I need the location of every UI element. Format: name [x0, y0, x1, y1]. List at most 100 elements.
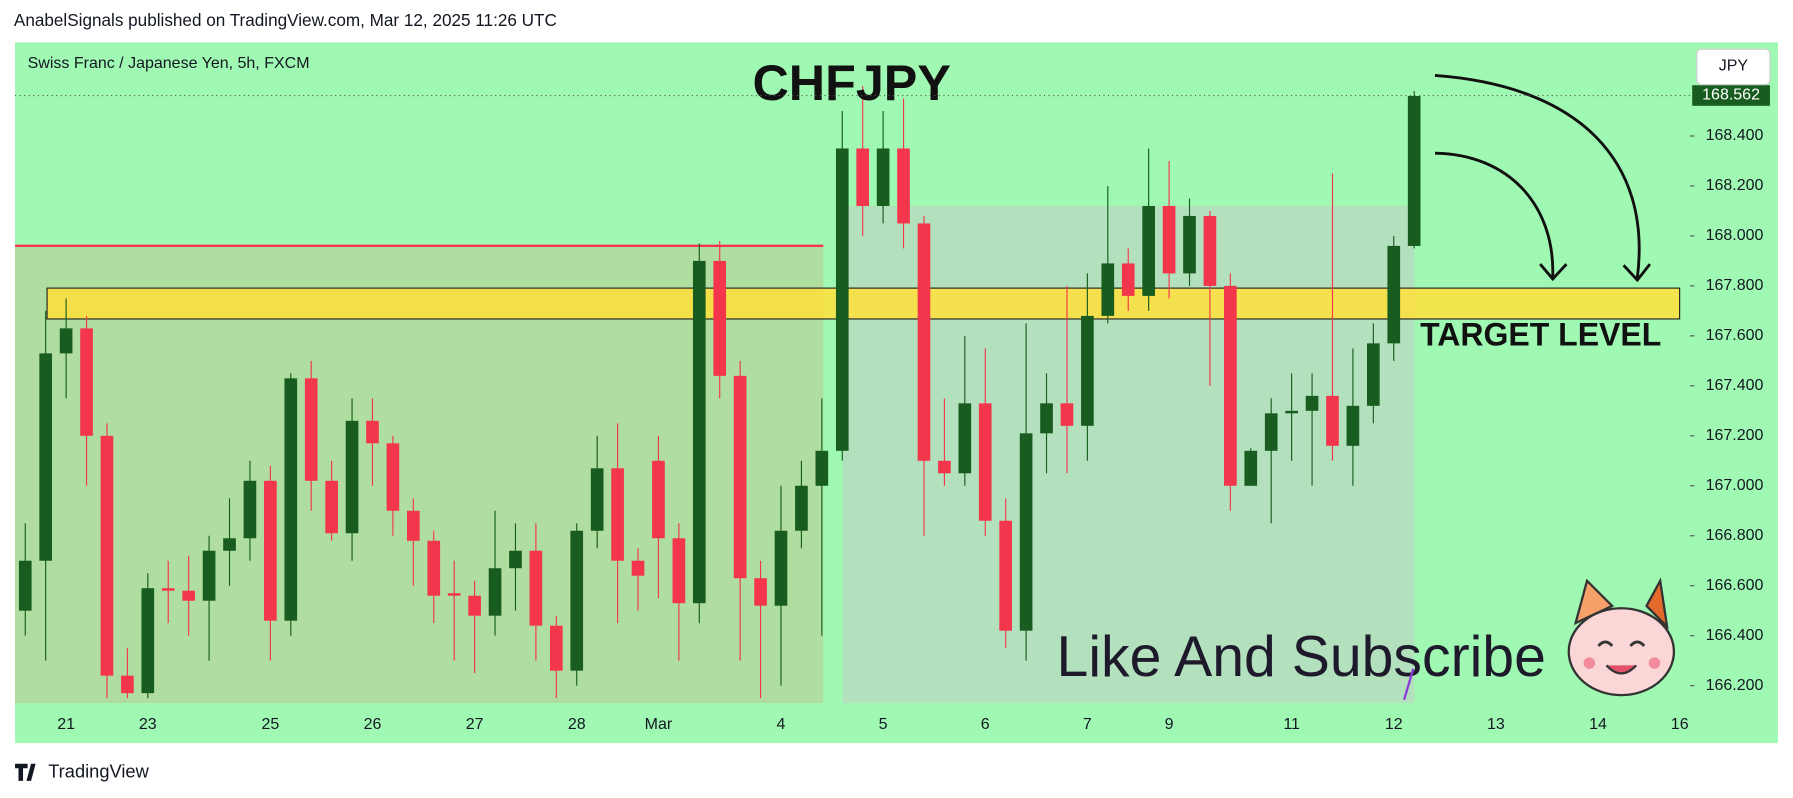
candle-body: [1326, 395, 1339, 446]
candle-body: [264, 480, 277, 621]
candle-body: [672, 538, 686, 604]
candle-body: [447, 593, 461, 596]
y-tick-label: 167.200: [1706, 427, 1764, 444]
y-tick-label: 168.200: [1706, 177, 1764, 194]
x-tick-label: 21: [57, 716, 75, 733]
candle-body: [325, 480, 338, 534]
candle-body: [59, 328, 73, 354]
candle-body: [856, 148, 870, 206]
candle-body: [284, 378, 298, 621]
y-tick-label: 168.000: [1706, 227, 1764, 244]
candle-body: [652, 460, 665, 539]
candle-body: [835, 148, 849, 451]
candle-body: [243, 480, 257, 539]
target-label: TARGET LEVEL: [1420, 317, 1661, 353]
y-tick-label: 166.200: [1706, 677, 1764, 694]
candle-body: [509, 550, 522, 569]
candle-body: [611, 468, 624, 561]
y-tick-label: 167.000: [1706, 477, 1764, 494]
candle-body: [978, 403, 992, 521]
candle-body: [713, 260, 727, 376]
x-tick-label: 25: [261, 716, 279, 733]
x-tick-label: 5: [879, 716, 888, 733]
candle-body: [427, 540, 441, 596]
pen-stroke: [1403, 668, 1415, 701]
candle-body: [121, 675, 134, 694]
candle-body: [1346, 405, 1360, 446]
tradingview-logo: TradingView: [15, 761, 150, 782]
y-tick-label: 167.800: [1706, 277, 1764, 294]
y-tick-label: 167.600: [1706, 327, 1764, 344]
candle-body: [407, 510, 420, 541]
y-tick-label: 166.400: [1706, 627, 1764, 644]
candle-body: [1203, 215, 1217, 286]
y-tick-label: 167.400: [1706, 377, 1764, 394]
symbol-label: Swiss Franc / Japanese Yen, 5h, FXCM: [28, 55, 310, 72]
x-tick-label: 14: [1589, 716, 1607, 733]
candle-body: [570, 530, 584, 671]
candle-body: [938, 460, 951, 474]
candle-body: [223, 538, 236, 551]
x-tick-label: Mar: [645, 716, 673, 733]
chart-title: CHFJPY: [752, 54, 950, 111]
publish-header: AnabelSignals published on TradingView.c…: [14, 10, 557, 30]
candle-body: [529, 550, 543, 626]
currency-label: JPY: [1719, 58, 1749, 75]
last-price-box: [1692, 85, 1770, 106]
x-tick-label: 6: [981, 716, 990, 733]
candle-body: [488, 568, 502, 616]
candle-body: [549, 625, 563, 671]
arrow-head: [1622, 263, 1652, 283]
x-tick-label: 12: [1385, 716, 1403, 733]
candle-body: [1019, 433, 1033, 631]
candle-body: [774, 530, 788, 606]
candle-body: [1224, 285, 1237, 486]
candle-body: [182, 590, 195, 601]
candle-body: [345, 420, 359, 534]
candle-body: [1244, 450, 1258, 486]
candle-body: [202, 550, 216, 601]
x-tick-label: 4: [777, 716, 786, 733]
candle-body: [1285, 410, 1298, 414]
x-tick-label: 23: [139, 716, 157, 733]
candle-body: [39, 353, 53, 561]
candle-body: [1101, 263, 1115, 316]
candle-body: [733, 375, 747, 579]
candle-body: [1142, 205, 1155, 296]
candle-body: [958, 403, 972, 474]
x-tick-label: 11: [1283, 716, 1300, 733]
arrow-head: [1539, 263, 1568, 282]
currency-button[interactable]: [1696, 48, 1771, 86]
x-tick-label: 13: [1487, 716, 1505, 733]
candle-body: [631, 560, 645, 576]
candle-body: [468, 595, 481, 616]
arrow: [1434, 151, 1555, 277]
x-tick-label: 7: [1083, 716, 1092, 733]
candle-body: [304, 378, 318, 481]
candle-body: [1060, 403, 1074, 426]
candle-body: [1305, 395, 1319, 411]
candle-body: [815, 450, 829, 486]
candle-body: [1183, 215, 1196, 274]
candle-body: [366, 420, 379, 444]
candle-body: [1407, 96, 1421, 246]
x-tick-label: 26: [364, 716, 382, 733]
cat-icon: [1567, 577, 1676, 697]
candle-body: [18, 560, 32, 611]
candle-body: [386, 443, 400, 511]
candle-body: [100, 435, 114, 676]
candle-body: [876, 148, 890, 206]
candle-body: [917, 223, 931, 461]
candle-body: [141, 588, 155, 694]
candle-body: [795, 485, 808, 531]
drawings-front: CHFJPY TARGET LEVEL Like And Subscribe: [752, 54, 1676, 701]
candle-body: [80, 328, 93, 436]
candle-body: [161, 588, 175, 591]
candles: [18, 86, 1421, 699]
candle-body: [1387, 245, 1401, 344]
candle-body: [1121, 263, 1135, 296]
candle-body: [1367, 343, 1380, 406]
y-tick-label: 168.400: [1706, 127, 1764, 144]
last-price-label: 168.562: [1702, 87, 1760, 104]
